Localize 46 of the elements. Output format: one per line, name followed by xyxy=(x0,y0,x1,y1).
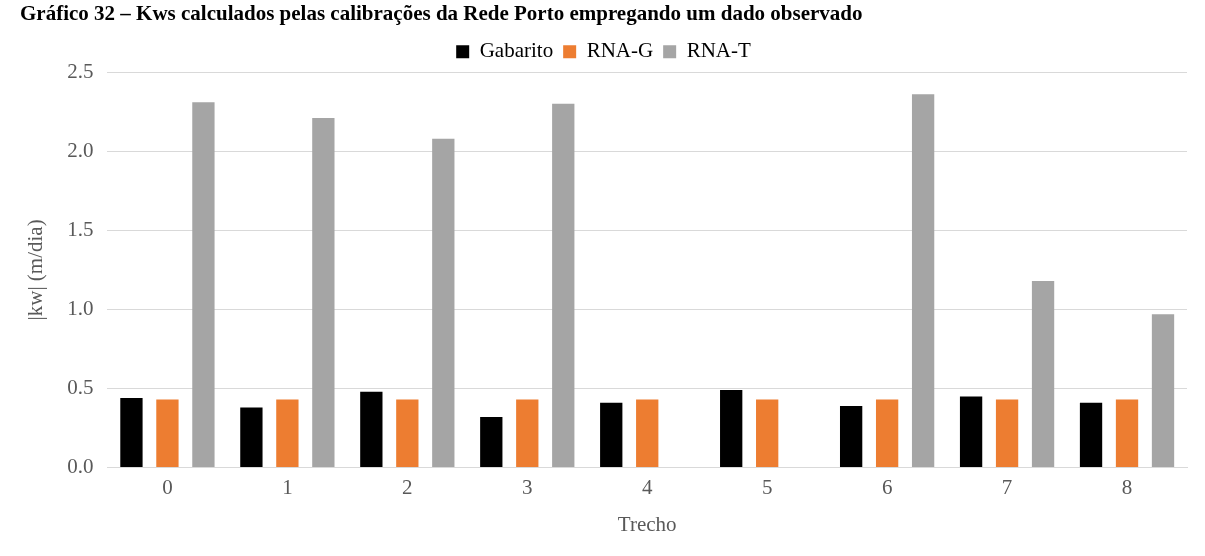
x-tick-label: 5 xyxy=(761,474,773,499)
bar xyxy=(756,399,779,468)
bar xyxy=(839,405,863,468)
bar xyxy=(120,398,143,468)
x-tick-label: 3 xyxy=(522,474,533,499)
bar xyxy=(875,399,899,468)
bar xyxy=(480,416,503,468)
y-tick-label: 2.0 xyxy=(67,137,94,162)
bar xyxy=(552,103,575,468)
y-tick-label: 0.5 xyxy=(67,375,94,400)
x-tick-label: 2 xyxy=(402,474,413,499)
bar xyxy=(1079,402,1103,468)
y-tick-label: 1.5 xyxy=(67,216,94,241)
legend-label: Gabarito xyxy=(479,38,554,63)
x-tick-label: 7 xyxy=(1001,474,1013,499)
bar xyxy=(1151,314,1175,468)
bar xyxy=(360,391,383,468)
bar xyxy=(396,399,419,468)
bar xyxy=(1115,399,1139,468)
bar xyxy=(276,399,299,468)
legend-label: RNA-T xyxy=(686,38,751,63)
bar xyxy=(156,399,179,468)
bar xyxy=(720,390,743,468)
bar xyxy=(636,399,659,468)
bar xyxy=(432,138,455,468)
chart-title: Gráfico 32 – Kws calculados pelas calibrações da Rede Porto empregando um dado observado xyxy=(20,1,863,26)
y-axis-title: |kw| (m/dia) xyxy=(23,219,48,321)
bar xyxy=(1031,280,1055,468)
x-tick-label: 4 xyxy=(641,474,653,499)
legend-label: RNA-G xyxy=(586,38,654,63)
x-tick-label: 0 xyxy=(162,474,173,499)
x-tick-label: 6 xyxy=(881,474,893,499)
bar xyxy=(995,399,1019,468)
bar xyxy=(600,402,623,468)
bar xyxy=(959,396,983,468)
y-tick-label: 2.5 xyxy=(67,58,94,83)
x-tick-label: 1 xyxy=(282,474,293,499)
x-axis-title: Trecho xyxy=(617,511,677,536)
bar xyxy=(516,399,539,468)
y-tick-label: 1.0 xyxy=(67,295,94,320)
bar xyxy=(312,118,335,468)
y-tick-label: 0.0 xyxy=(67,454,94,479)
x-tick-label: 8 xyxy=(1121,474,1133,499)
bar xyxy=(240,407,263,468)
bar xyxy=(192,102,215,468)
bar xyxy=(911,94,935,468)
